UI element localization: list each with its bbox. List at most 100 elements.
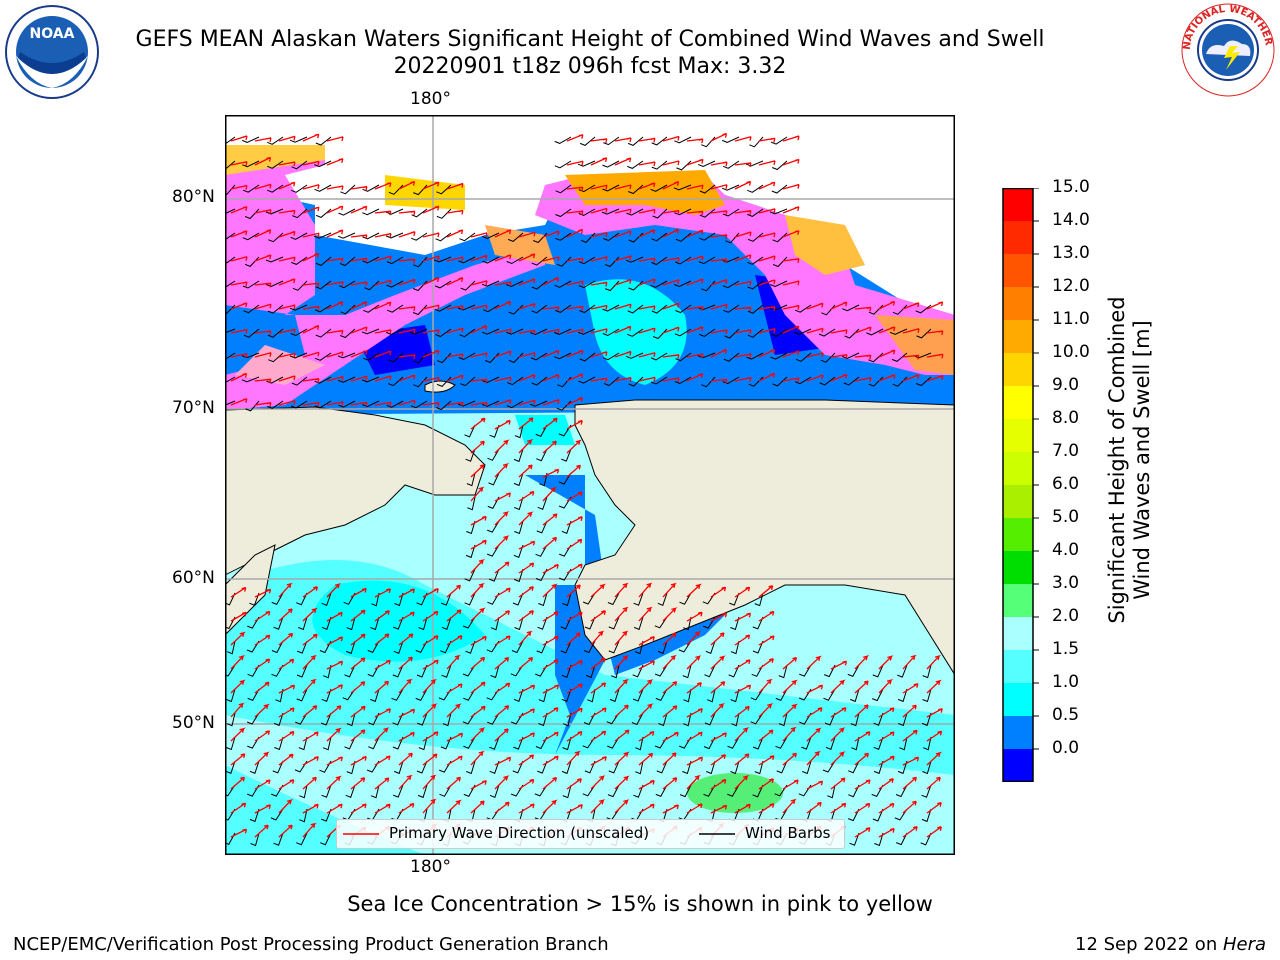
wind-barb [752,784,764,798]
wind-barb [275,688,284,703]
wave-arrow [806,780,824,790]
wind-barb [916,376,932,387]
wind-barb [683,712,692,727]
wave-arrow [278,230,296,238]
wind-barb [775,688,788,702]
wind-barb [561,664,572,678]
wave-arrow [782,304,800,310]
wind-barb [531,376,548,386]
wave-arrow [326,636,344,646]
wind-barb [561,448,572,462]
wave-arrow [422,753,438,766]
wave-arrow [566,210,584,216]
wave-arrow [686,158,704,166]
wind-barb [868,352,884,363]
wind-barb [385,232,404,239]
wave-arrow [494,281,512,287]
wave-arrow [470,800,485,814]
wind-barb [895,784,908,798]
wind-barb [603,232,620,242]
wind-barb [462,664,476,677]
wave-arrow [494,635,511,646]
wave-arrow [374,777,390,790]
wind-barb [290,232,308,240]
wave-direction-arrows [230,132,944,838]
wave-arrow [374,633,390,646]
wave-arrow [782,158,800,166]
wave-arrow [494,656,510,670]
wave-arrow [302,401,320,407]
wind-barb [271,784,284,797]
wind-barb [268,232,284,243]
wave-arrow [662,302,680,310]
wind-barb [706,760,716,775]
wind-barb [291,256,308,265]
wave-arrow [230,135,248,142]
wind-barb [747,184,764,193]
wind-barb [418,616,428,631]
wind-barb [606,712,620,725]
wind-barb [704,664,716,678]
wave-arrow [278,209,296,215]
wave-arrow [542,399,560,406]
wave-arrow [782,350,800,358]
wave-arrow [758,306,776,311]
wind-barb [362,256,380,264]
wave-arrow [734,210,752,215]
wave-arrow [566,186,584,192]
wave-arrow [470,254,488,262]
wave-arrow [590,682,607,694]
wave-arrow [686,373,704,382]
wind-barb [577,160,596,167]
wave-arrow [758,635,775,646]
wave-arrow [638,582,653,598]
wind-barb [727,736,740,749]
wave-arrow [230,328,248,334]
wind-barb [319,640,332,654]
wave-arrow [254,681,270,694]
wave-arrow [254,183,272,190]
wave-arrow [230,679,246,694]
wind-barb [434,280,452,289]
wave-arrow [518,630,533,646]
wave-arrow [614,799,630,814]
map-legend: Primary Wave Direction (unscaled) Wind B… [336,819,845,849]
wave-arrow [470,727,486,742]
wave-arrow [590,328,608,334]
wave-arrow [518,352,536,358]
wave-arrow [662,279,680,286]
colorbar-tick-label: 15.0 [1052,177,1090,197]
wave-arrow [494,328,512,334]
wind-barb [650,376,668,385]
wind-barb [487,496,500,510]
wave-arrow [326,775,343,790]
wave-arrow [830,329,848,335]
wave-arrow [518,656,534,670]
wave-arrow [926,375,944,382]
wave-arrow [830,777,846,790]
wave-arrow [758,255,776,262]
wind-barb [391,688,404,701]
wind-barb [530,328,548,336]
wind-barb [246,712,260,725]
wind-barb [747,280,764,290]
wave-arrow [374,182,392,190]
wind-barb [772,232,788,243]
wave-arrow [710,778,727,790]
wind-barb [459,328,476,338]
wave-arrow [926,751,943,766]
wave-arrow [470,705,486,718]
wave-arrow [710,329,728,335]
wind-barb [314,184,332,192]
wind-barb [654,664,668,677]
wave-arrow [254,352,272,358]
wind-barb [512,592,524,606]
wind-barb [795,352,812,362]
wind-barb [772,256,788,268]
wind-barb [489,568,500,582]
wind-barb [514,568,524,583]
colorbar-tick-label: 1.5 [1052,639,1080,659]
wind-barb [535,664,548,677]
wind-barb [482,376,500,384]
wave-arrow [542,536,558,550]
